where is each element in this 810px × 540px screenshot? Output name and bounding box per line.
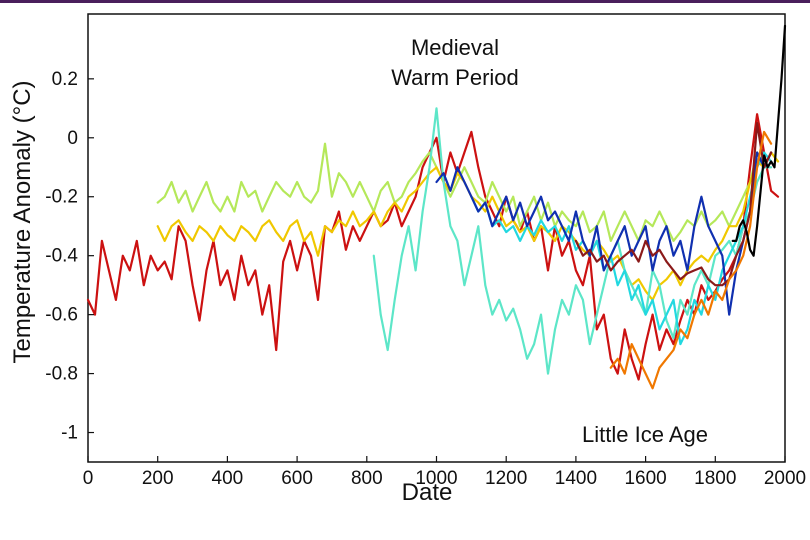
series-line-4 (372, 107, 773, 375)
x-tick-label: 1800 (694, 468, 736, 489)
x-tick-label: 2000 (764, 468, 806, 489)
top-accent-bar (0, 0, 810, 3)
series-line-8 (609, 130, 773, 390)
annotation-medieval-line2: Warm Period (391, 65, 519, 90)
y-tick-label: -1 (61, 423, 78, 444)
x-tick-label: 1400 (555, 468, 597, 489)
y-tick-label: -0.2 (45, 187, 78, 208)
x-tick-label: 1200 (485, 468, 527, 489)
x-axis-ticks: 0 200 400 600 800 1000 1200 1400 1600 1800 2000 (83, 456, 806, 489)
y-tick-label: -0.6 (45, 305, 78, 326)
series-line-5 (470, 151, 773, 346)
series-line-1 (86, 113, 780, 381)
x-tick-label: 1600 (624, 468, 666, 489)
x-axis-title: Date (402, 479, 453, 506)
series-layer (86, 24, 787, 390)
x-tick-label: 200 (142, 468, 174, 489)
y-tick-label: -0.4 (45, 246, 78, 267)
x-tick-label: 1000 (415, 468, 457, 489)
x-tick-label: 600 (281, 468, 313, 489)
y-tick-label: 0.2 (52, 69, 78, 90)
series-line-2 (156, 142, 780, 242)
annotations: Medieval Warm Period Little Ice Age (391, 35, 708, 447)
series-line-6 (435, 151, 773, 316)
y-axis-title: Temperature Anomaly (°C) (9, 80, 36, 363)
annotation-medieval-line1: Medieval (411, 35, 499, 60)
x-tick-label: 0 (83, 468, 94, 489)
y-axis-ticks: 0.2 0 -0.2 -0.4 -0.6 -0.8 -1 (45, 69, 94, 444)
series-line-9 (731, 24, 787, 257)
x-tick-label: 400 (212, 468, 244, 489)
annotation-little-ice-age: Little Ice Age (582, 422, 708, 447)
series-line-7 (574, 122, 773, 287)
y-tick-label: -0.8 (45, 364, 78, 385)
y-tick-label: 0 (67, 128, 78, 149)
x-tick-label: 800 (351, 468, 383, 489)
